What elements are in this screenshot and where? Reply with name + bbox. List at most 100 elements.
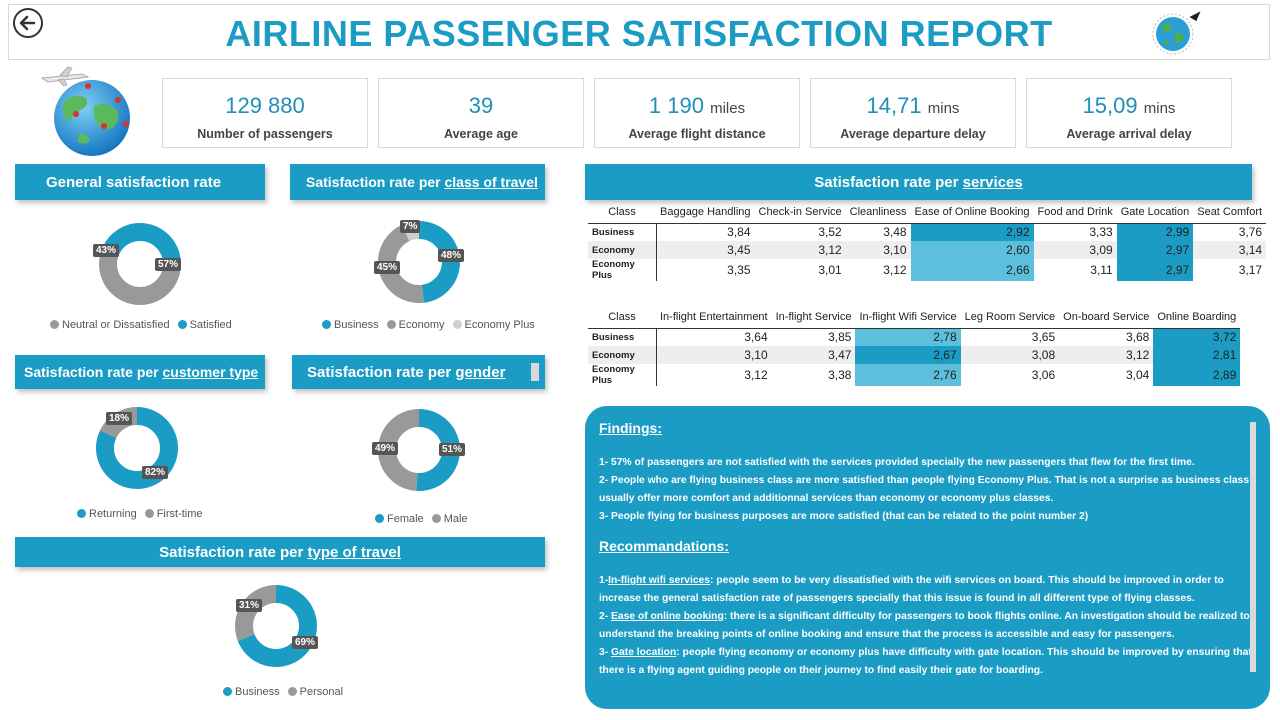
back-arrow-icon — [19, 15, 36, 31]
class-cell: Business — [588, 222, 657, 241]
table-header[interactable]: In-flight Service — [775, 310, 852, 323]
donut-label-first-time: 18% — [106, 412, 133, 425]
value-cell: 3,06 — [1031, 368, 1056, 382]
donut-chart-travel — [235, 585, 317, 667]
class-cell: Business — [588, 327, 657, 346]
kpi-value: 15,09 — [1082, 93, 1138, 118]
value-cell: 3,45 — [656, 241, 755, 259]
value-cell: 3,64 — [656, 327, 772, 346]
recommendations-title: Recommandations: — [599, 538, 729, 554]
table-header[interactable]: On-board Service — [1063, 310, 1150, 323]
recommendation-item: 2- Ease of online booking: there is a si… — [599, 611, 1250, 640]
services-table-1: Class Baggage Handling Check-in Service Cle… — [588, 201, 1267, 281]
value-cell: 2,76 — [855, 364, 961, 386]
section-title-prefix: Satisfaction rate per — [306, 174, 441, 190]
class-of-travel-link[interactable]: class of travel — [444, 174, 538, 190]
customer-type-link[interactable]: customer type — [162, 364, 259, 380]
kpi-label: Number of passengers — [197, 127, 333, 141]
kpi-card-passengers: 129 880 Number of passengers — [162, 78, 368, 148]
value-cell: 3,10 — [845, 241, 911, 259]
legend-item: Returning — [77, 508, 137, 520]
section-title: General satisfaction rate — [46, 173, 222, 191]
findings-scrollbar[interactable] — [1250, 422, 1256, 672]
table-header[interactable]: Class — [608, 310, 636, 323]
value-cell: 2,60 — [910, 241, 1034, 259]
table-header[interactable]: In-flight Wifi Service — [859, 310, 957, 323]
value-cell: 3,11 — [1090, 263, 1113, 277]
legend-item: Business — [322, 319, 379, 331]
section-header-travel: Satisfaction rate per type of travel — [15, 537, 545, 567]
findings-title: Findings: — [599, 420, 662, 436]
table-header[interactable]: Baggage Handling — [660, 205, 751, 218]
table-row: Economy 3,10 3,47 2,67 3,08 3,12 2,81 — [588, 346, 1241, 364]
kpi-value: 129 880 — [225, 93, 305, 118]
donut-chart-customer — [96, 407, 178, 489]
value-cell: 3,10 — [656, 346, 772, 364]
services-link[interactable]: services — [962, 173, 1023, 191]
value-cell: 3,65 — [960, 327, 1060, 346]
value-cell: 3,17 — [1238, 263, 1263, 277]
kpi-card-arrival-delay: 15,09 mins Average arrival delay — [1026, 78, 1232, 148]
table-row: Business 3,64 3,85 2,78 3,65 3,68 3,72 — [588, 327, 1241, 346]
finding-item: 1- 57% of passengers are not satisfied w… — [599, 457, 1195, 468]
table-header[interactable]: Ease of Online Booking — [914, 205, 1030, 218]
value-cell: 3,12 — [754, 241, 846, 259]
legend-item: Female — [375, 513, 424, 525]
value-cell: 2,97 — [1116, 259, 1194, 281]
value-cell: 3,47 — [771, 346, 856, 364]
class-cell: Economy — [588, 241, 657, 259]
section-title-prefix: Satisfaction rate per — [24, 364, 159, 380]
services-table-2: Class In-flight Entertainment In-flight Se… — [588, 306, 1241, 386]
table-header[interactable]: Leg Room Service — [964, 310, 1056, 323]
section-header-gender: Satisfaction rate per gender — [292, 355, 545, 389]
table-row: Business 3,84 3,52 3,48 2,92 3,33 2,99 3,76 — [588, 222, 1267, 241]
table-header[interactable]: Class — [608, 205, 636, 218]
donut-label-returning: 82% — [142, 466, 169, 479]
section-title-prefix: Satisfaction rate per — [814, 173, 959, 191]
section-header-customer: Satisfaction rate per customer type — [15, 355, 265, 389]
value-cell: 3,84 — [656, 222, 755, 241]
recommendation-item: 1-In-flight wifi services: people seem t… — [599, 575, 1224, 604]
table-header[interactable]: Gate Location — [1120, 205, 1190, 218]
table-header[interactable]: In-flight Entertainment — [660, 310, 768, 323]
legend-item: Business — [223, 686, 280, 698]
value-cell: 3,01 — [818, 263, 842, 277]
table-header[interactable]: Online Boarding — [1157, 310, 1237, 323]
table-header[interactable]: Check-in Service — [758, 205, 842, 218]
value-cell: 3,52 — [754, 222, 846, 241]
kpi-label: Average age — [444, 127, 518, 141]
class-cell: Economy Plus — [588, 364, 657, 386]
value-cell: 2,99 — [1116, 222, 1194, 241]
value-cell: 2,67 — [855, 346, 961, 364]
donut-label-business: 48% — [438, 249, 465, 262]
table-header[interactable]: Cleanliness — [849, 205, 907, 218]
kpi-card-departure-delay: 14,71 mins Average departure delay — [810, 78, 1016, 148]
globe-plane-icon — [1147, 9, 1207, 57]
value-cell: 3,85 — [771, 327, 856, 346]
table-header[interactable]: Food and Drink — [1037, 205, 1113, 218]
finding-item: 3- People flying for business purposes a… — [599, 511, 1089, 522]
donut-label-business-travel: 69% — [292, 636, 319, 649]
back-button[interactable] — [13, 8, 43, 38]
value-cell: 3,12 — [1059, 346, 1154, 364]
scroll-indicator[interactable] — [531, 363, 539, 381]
value-cell: 2,81 — [1153, 346, 1241, 364]
type-of-travel-link[interactable]: type of travel — [307, 543, 401, 561]
kpi-unit: mins — [1143, 100, 1176, 117]
legend-gender: Female Male — [375, 513, 468, 525]
donut-label-economy: 45% — [374, 261, 401, 274]
table-header[interactable]: Seat Comfort — [1197, 205, 1263, 218]
value-cell: 3,72 — [1153, 327, 1241, 346]
legend-item: Economy Plus — [452, 319, 535, 331]
gender-link[interactable]: gender — [455, 363, 506, 381]
finding-item: 2- People who are flying business class … — [599, 475, 1250, 504]
class-cell: Economy — [588, 346, 657, 364]
class-cell: Economy Plus — [588, 259, 657, 281]
value-cell: 2,92 — [910, 222, 1034, 241]
legend-item: Economy — [386, 319, 445, 331]
value-cell: 3,09 — [1033, 241, 1117, 259]
section-title-prefix: Satisfaction rate per — [307, 363, 452, 381]
value-cell: 3,08 — [960, 346, 1060, 364]
value-cell: 2,78 — [855, 327, 961, 346]
legend-class: Business Economy Economy Plus — [322, 319, 535, 331]
